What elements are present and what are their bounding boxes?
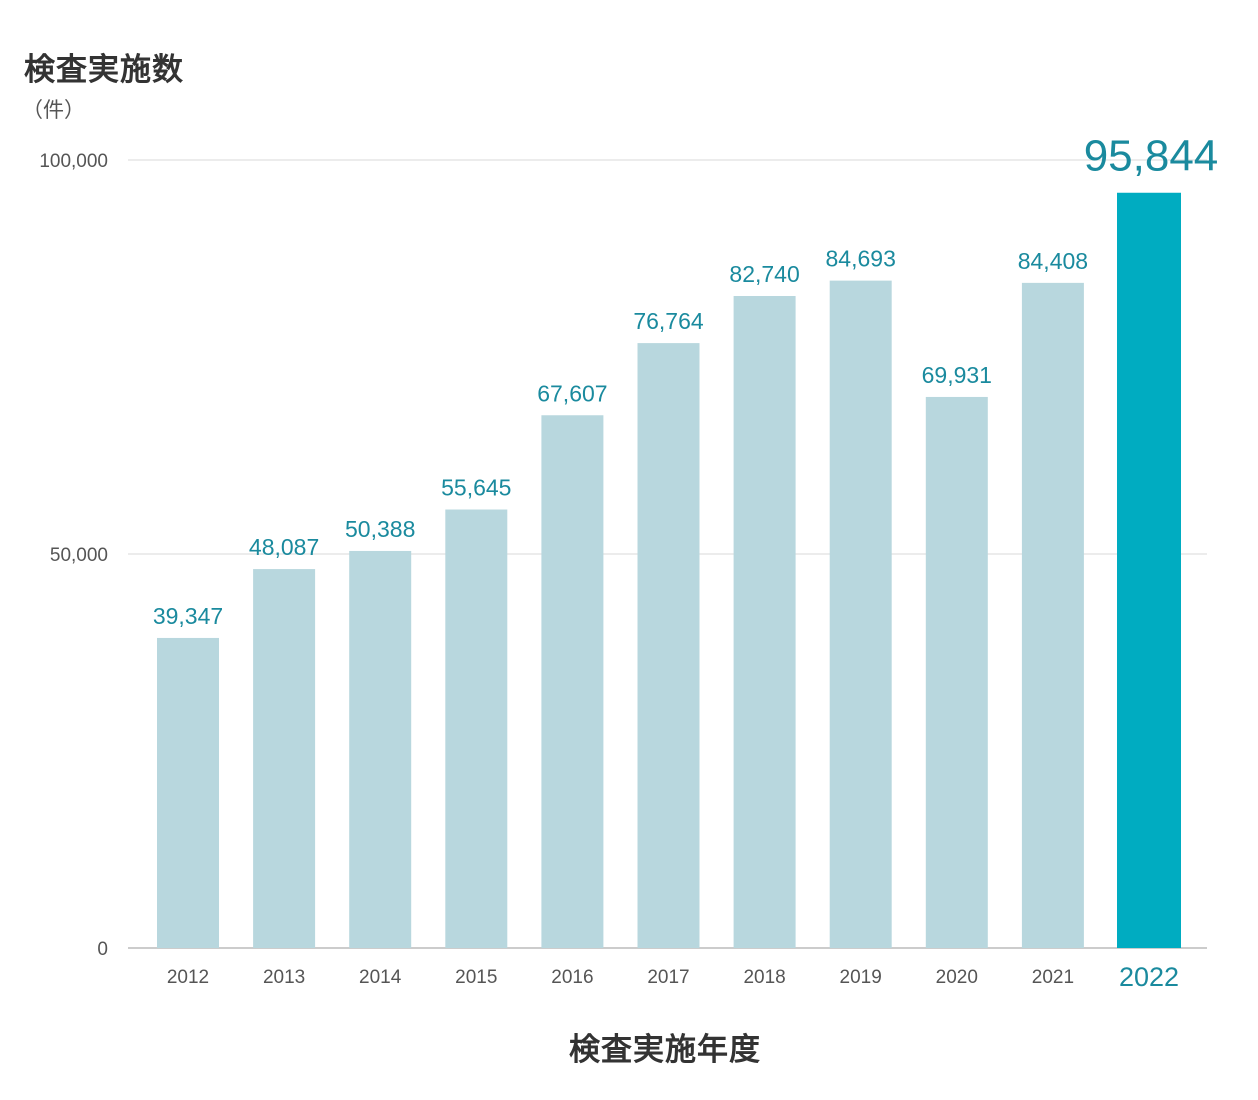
bar-2012	[157, 637, 219, 948]
bar-2014	[349, 550, 412, 948]
bar-layer	[157, 192, 1181, 949]
bar-2016	[541, 415, 604, 948]
x-tick-label: 2015	[455, 967, 497, 988]
bar-2018	[733, 296, 796, 948]
label-layer: 0 50,000 100,000 39,347 2012 48,087 2013 50,388…	[39, 132, 1218, 992]
x-tick-label: 2019	[840, 967, 882, 988]
bar-value-label: 48,087	[249, 534, 319, 560]
y-axis-unit-label: （件）	[22, 98, 85, 122]
x-tick-label: 2018	[743, 967, 785, 988]
x-tick-label: 2021	[1032, 967, 1074, 988]
bar-value-label: 39,347	[153, 603, 223, 629]
x-tick-label: 2017	[647, 967, 689, 988]
bar-value-label: 84,408	[1018, 248, 1088, 274]
bar-2015	[445, 509, 508, 948]
bar-value-label: 50,388	[345, 516, 415, 542]
bar-value-label: 95,844	[1084, 132, 1219, 181]
bar-value-label: 67,607	[537, 380, 607, 406]
bar-2013	[253, 569, 316, 948]
x-tick-label: 2013	[263, 967, 305, 988]
y-tick-label: 100,000	[39, 151, 108, 172]
bar-2017	[637, 343, 700, 948]
y-tick-label: 50,000	[50, 545, 108, 566]
chart-title: 検査実施数	[24, 52, 184, 88]
x-axis-title: 検査実施年度	[569, 1032, 761, 1068]
x-tick-label: 2016	[551, 967, 593, 988]
x-tick-label: 2020	[936, 967, 978, 988]
y-tick-label: 0	[97, 939, 108, 960]
bar-value-label: 82,740	[729, 261, 799, 287]
x-tick-label: 2014	[359, 967, 402, 988]
bar-2019	[829, 280, 892, 949]
bar-value-label: 69,931	[922, 362, 992, 388]
bar-value-label: 84,693	[826, 246, 896, 272]
bar-2020	[925, 396, 988, 948]
bar-2021	[1021, 282, 1084, 948]
bar-value-label: 55,645	[441, 475, 511, 501]
x-tick-label: 2012	[167, 967, 209, 988]
bar-2022	[1117, 192, 1181, 949]
bar-value-label: 76,764	[633, 308, 704, 334]
x-tick-label: 2022	[1119, 962, 1179, 992]
